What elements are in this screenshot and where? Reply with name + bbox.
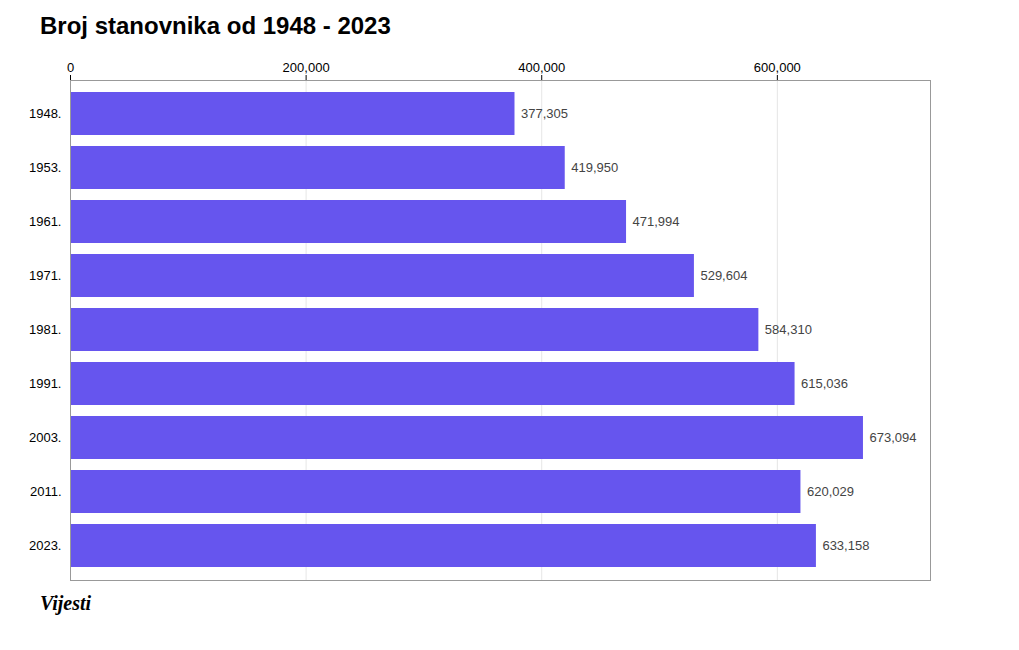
svg-text:2003.: 2003.	[29, 430, 62, 445]
svg-text:1981.: 1981.	[29, 322, 62, 337]
svg-text:471,994: 471,994	[633, 214, 680, 229]
svg-text:600,000: 600,000	[754, 60, 801, 75]
svg-text:673,094: 673,094	[869, 430, 916, 445]
svg-text:2023.: 2023.	[29, 538, 62, 553]
svg-text:400,000: 400,000	[518, 60, 565, 75]
svg-text:620,029: 620,029	[807, 484, 854, 499]
svg-text:1991.: 1991.	[29, 376, 62, 391]
svg-text:1971.: 1971.	[29, 268, 62, 283]
html-text:Broj stanovnika od 1948 - 2023: Broj stanovnika od 1948 - 2023	[40, 12, 391, 39]
svg-text:377,305: 377,305	[521, 106, 568, 121]
svg-text:419,950: 419,950	[571, 160, 618, 175]
svg-text:1948.: 1948.	[29, 106, 62, 121]
svg-text:1961.: 1961.	[29, 214, 62, 229]
svg-text:529,604: 529,604	[700, 268, 747, 283]
svg-text:200,000: 200,000	[283, 60, 330, 75]
svg-text:633,158: 633,158	[822, 538, 869, 553]
svg-text:1953.: 1953.	[29, 160, 62, 175]
svg-text:615,036: 615,036	[801, 376, 848, 391]
html-text:Vijesti: Vijesti	[40, 592, 92, 614]
svg-text:2011.: 2011.	[30, 484, 62, 499]
svg-text:584,310: 584,310	[765, 322, 812, 337]
svg-text:0: 0	[67, 60, 74, 75]
